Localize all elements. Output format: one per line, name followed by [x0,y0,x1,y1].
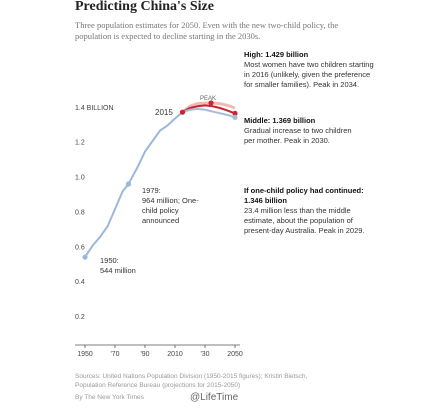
annotation-head: High: 1.429 billion [244,50,309,59]
x-tick-label: 2010 [167,351,183,358]
annotation-text: 23.4 million less than the middle estima… [244,206,365,235]
point [82,254,88,260]
watermark: @LifeTime [190,392,239,403]
annotation: High: 1.429 billion Most women have two c… [244,50,374,90]
annotation-text: 544 million [100,266,136,275]
annotation: If one-child policy had continued: 1.346… [244,186,374,236]
annotation-text: Most women have two children starting in… [244,60,374,89]
series-line [182,107,236,119]
annotation: PEAK [200,96,217,102]
point [232,110,238,117]
point [208,100,214,106]
y-tick-label: 0.2 [75,314,85,321]
y-tick-label: 1.0 [75,175,85,182]
x-tick-label: 1950 [77,351,93,358]
subtitle: Three population estimates for 2050. Eve… [75,20,339,41]
y-tick-label: 1.2 [75,140,85,147]
annotation-text: 964 million; One-child policy announced [142,196,199,225]
annotation-text: Gradual increase to two children per mot… [244,126,352,145]
x-tick-label: '30 [200,351,209,358]
annotation-head: Middle: 1.369 billion [244,116,316,125]
y-tick-label: 0.8 [75,209,85,216]
x-tick-label: 2050 [227,351,243,358]
series-line [182,104,236,115]
y-tick-label: 0.6 [75,244,85,251]
annotation: 1950: 544 million [100,256,160,276]
x-tick-label: '70 [110,351,119,358]
series-line [84,111,184,258]
annotation: 2015 [155,108,173,117]
chart-title: Predicting China's Size [75,0,214,14]
annotation-text: 1950: [100,256,119,265]
y-tick-label: 1.4 BILLION [75,105,114,112]
series-line [181,101,236,114]
point [179,109,186,115]
annotation-head: If one-child policy had continued: 1.346… [244,186,364,205]
credit: By The New York Times [75,394,144,401]
annotation: Middle: 1.369 billion Gradual increase to… [244,116,354,146]
point [125,181,132,187]
point [232,114,238,121]
source: Sources: United Nations Population Divis… [75,373,308,389]
y-tick-label: 0.4 [75,279,85,286]
annotation-text: 1979: [142,186,161,195]
annotation: 1979: 964 million; One-child policy annou… [142,186,210,226]
x-tick-label: '90 [140,351,149,358]
